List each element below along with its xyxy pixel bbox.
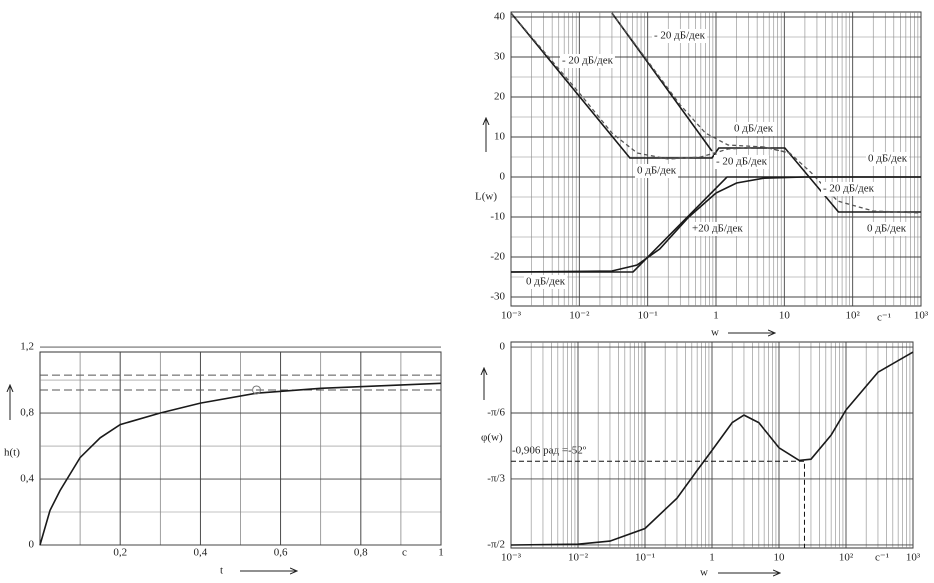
y-tick-label: 0 [500, 171, 506, 183]
y-tick-label: -30 [490, 291, 505, 303]
annotation: -0,906 рад =-52º [512, 445, 587, 457]
annotation: - 20 дБ/дек [562, 55, 614, 67]
x-tick-label: 10⁻³ [501, 310, 522, 322]
x-tick-label: 1 [713, 310, 719, 322]
y-tick-label: -π/6 [487, 407, 505, 419]
marker-guide [511, 460, 805, 548]
y-axis-label: φ(w) [481, 432, 503, 444]
x-tick-label: 10⁻² [569, 310, 590, 322]
x-tick-label: 10⁻³ [501, 552, 522, 564]
y-tick-label: 0 [29, 539, 35, 551]
x-tick-label: 10⁻² [568, 552, 589, 564]
y-tick-label: -π/3 [487, 473, 505, 485]
y-axis-label: h(t) [4, 447, 20, 459]
x-tick-label: 0,2 [113, 547, 127, 559]
x-axis-label: w [700, 567, 708, 579]
x-tick-label: 1 [438, 547, 444, 559]
y-tick-label: 40 [494, 11, 506, 23]
x-tick-label: 0,4 [194, 547, 208, 559]
y-tick-label: 0,8 [20, 407, 34, 419]
y-tick-label: 0,4 [20, 473, 34, 485]
x-tick-label: 10³ [914, 310, 929, 322]
x-tick-label: 0,6 [274, 547, 288, 559]
annotation: 0 дБ/дек [867, 223, 907, 235]
x-axis-unit: с⁻¹ [877, 312, 891, 324]
y-tick-label: 1,2 [20, 341, 34, 353]
y-tick-label: 0 [500, 341, 506, 353]
annotation: - 20 дБ/дек [654, 30, 706, 42]
annotation: - 20 дБ/дек [716, 156, 768, 168]
x-tick-label: 10⁻¹ [635, 552, 655, 564]
y-tick-label: -10 [490, 211, 505, 223]
x-tick-label: 1 [709, 552, 715, 564]
y-tick-label: 10 [494, 131, 506, 143]
x-axis-label: w [711, 327, 719, 339]
annotation: 0 дБ/дек [734, 123, 774, 135]
annotation: 0 дБ/дек [868, 153, 908, 165]
annotation-bg [714, 155, 769, 169]
x-tick-label: 10² [839, 552, 854, 564]
annotation: +20 дБ/дек [692, 223, 743, 235]
annotation-bg [821, 182, 876, 196]
y-tick-label: 20 [494, 91, 506, 103]
x-tick-label: 10² [846, 310, 861, 322]
annotation-bg [560, 54, 615, 68]
y-tick-label: -π/2 [487, 538, 505, 550]
line [611, 12, 790, 154]
y-tick-label: -20 [490, 251, 505, 263]
x-tick-label: 0,8 [354, 547, 368, 559]
x-tick-label: 10⁻¹ [638, 310, 658, 322]
x-tick-label: 10 [774, 552, 786, 564]
x-axis-label: t [220, 565, 223, 577]
y-tick-label: 30 [494, 51, 506, 63]
annotation-bg [635, 164, 679, 178]
line [510, 351, 914, 546]
x-tick-label: 10 [779, 310, 791, 322]
annotation-bg [865, 222, 909, 236]
line [510, 12, 922, 214]
line [39, 382, 442, 546]
x-tick-label: 10³ [906, 552, 921, 564]
line [510, 176, 921, 273]
annotation-bg [732, 122, 776, 136]
x-axis-unit: с [402, 547, 407, 559]
annotation: 0 дБ/дек [526, 276, 566, 288]
annotation: - 20 дБ/дек [823, 183, 875, 195]
y-axis-label: L(w) [475, 191, 497, 203]
annotation-bg [524, 275, 568, 289]
annotation: 0 дБ/дек [637, 165, 677, 177]
marker [252, 385, 262, 395]
annotation-bg [690, 222, 745, 236]
x-axis-unit: с⁻¹ [875, 552, 889, 564]
annotation-bg [652, 29, 707, 43]
annotation-bg [866, 152, 910, 166]
line [510, 12, 921, 213]
